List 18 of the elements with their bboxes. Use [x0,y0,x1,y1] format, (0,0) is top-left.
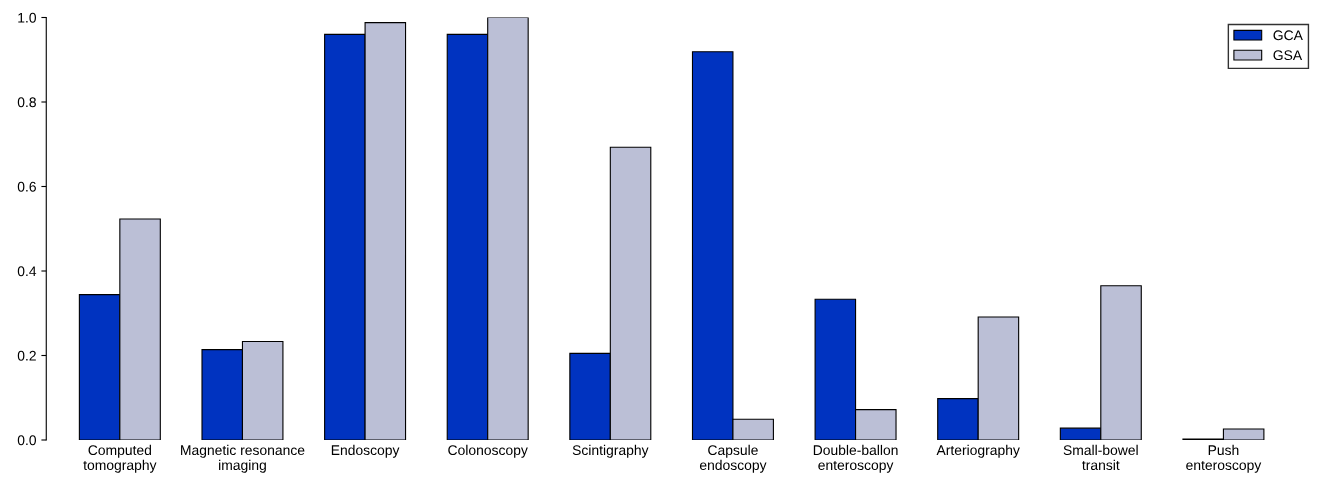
legend-label: GCA [1273,30,1303,41]
x-tick-label: Endoscopy [331,444,400,458]
x-tick-label: Capsule endoscopy [699,444,767,473]
x-tick-label: Double-ballon enteroscopy [813,444,898,473]
y-tick-label: 1.0 [18,12,37,23]
x-tick-label: Arteriography [936,444,1020,458]
y-tick-label: 0.8 [17,97,36,108]
x-tick-label: Magnetic resonance imaging [181,444,305,473]
x-tick-label: Small-bowel transit [1063,444,1138,471]
x-tick-label: Colonoscopy [448,444,528,458]
y-tick-label: 0.0 [17,435,37,446]
x-tick-label: Push enteroscopy [1186,444,1262,473]
x-tick-label: Scintigraphy [572,444,649,458]
x-tick-label: Computed tomography [83,444,157,473]
y-tick-label: 0.6 [17,181,36,192]
y-tick-label: 0.2 [17,350,36,361]
legend-label: GSA [1273,50,1303,61]
y-tick-label: 0.4 [17,266,37,277]
